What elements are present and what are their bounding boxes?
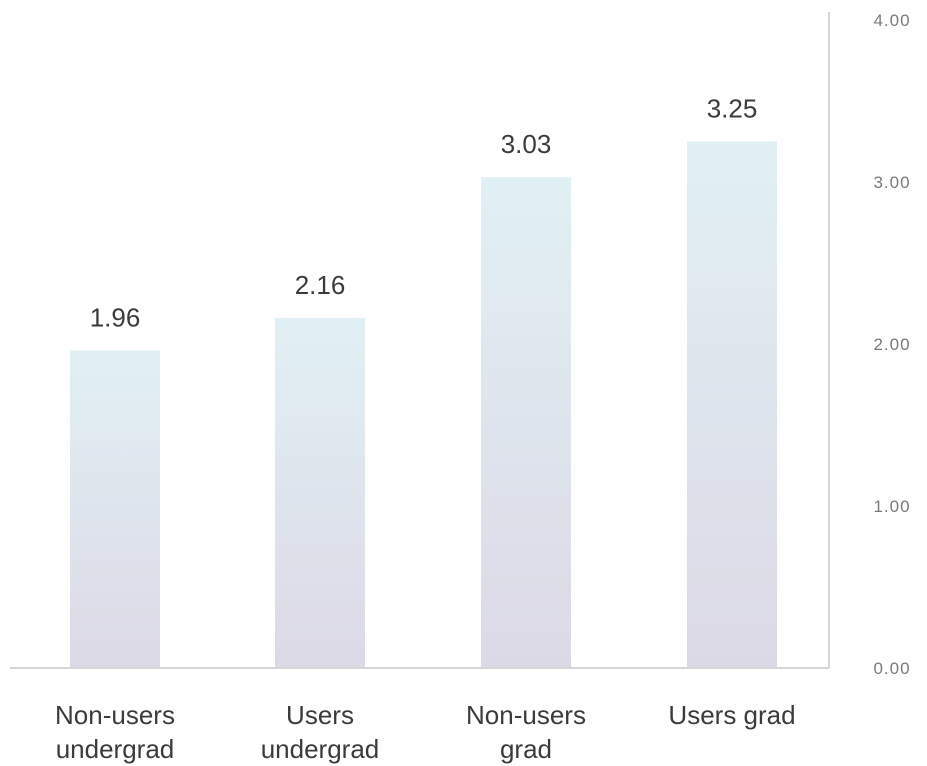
y-tick-label-0: 0.00 — [873, 659, 910, 678]
category-label-line: grad — [500, 734, 552, 764]
category-label-line: undergrad — [56, 734, 175, 764]
category-label-0: Non-users undergrad — [55, 700, 175, 764]
value-label-0: 1.96 — [90, 302, 141, 332]
value-label-3: 3.25 — [707, 94, 758, 124]
value-label-1: 2.16 — [295, 270, 346, 300]
category-label-line: Users grad — [668, 700, 795, 730]
value-labels-layer: 1.96 2.16 3.03 3.25 — [90, 94, 758, 333]
y-tick-label-3: 3.00 — [873, 173, 910, 192]
bar-1 — [275, 318, 365, 668]
value-label-2: 3.03 — [501, 129, 552, 159]
category-label-line: Non-users — [55, 700, 175, 730]
bar-0 — [70, 350, 160, 668]
category-label-line: Users — [286, 700, 354, 730]
bar-3 — [687, 141, 777, 668]
category-label-line: undergrad — [261, 734, 380, 764]
y-tick-label-4: 4.00 — [873, 11, 910, 30]
y-tick-labels: 0.00 1.00 2.00 3.00 4.00 — [873, 11, 910, 678]
category-label-3: Users grad — [668, 700, 795, 730]
category-label-line: Non-users — [466, 700, 586, 730]
bar-2 — [481, 177, 571, 668]
bars-layer — [70, 141, 777, 668]
axis-layer — [10, 12, 830, 669]
y-tick-label-1: 1.00 — [873, 497, 910, 516]
category-label-2: Non-users grad — [466, 700, 586, 764]
category-label-1: Users undergrad — [261, 700, 380, 764]
y-tick-label-2: 2.00 — [873, 335, 910, 354]
